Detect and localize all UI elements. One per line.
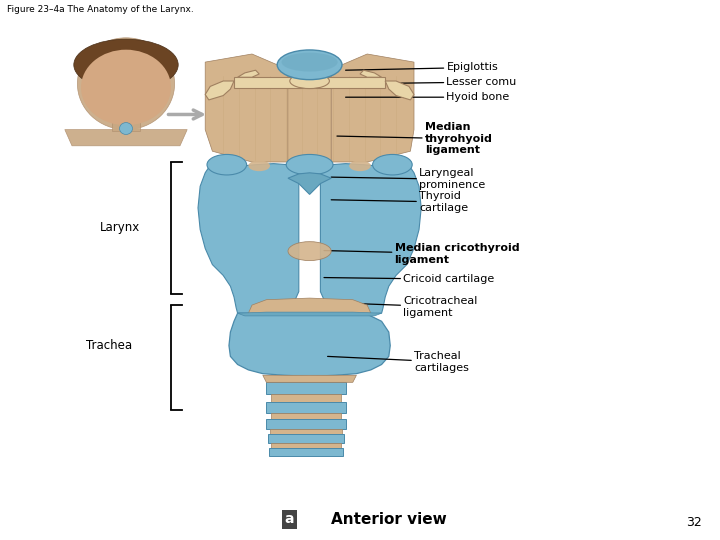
Polygon shape	[238, 70, 259, 77]
Polygon shape	[205, 54, 288, 162]
Ellipse shape	[73, 39, 179, 91]
Text: a: a	[284, 512, 294, 526]
Polygon shape	[263, 375, 356, 382]
Text: Median
thyrohyoid
ligament: Median thyrohyoid ligament	[337, 122, 492, 156]
Polygon shape	[360, 70, 382, 77]
Polygon shape	[270, 429, 342, 434]
Polygon shape	[266, 419, 346, 429]
Ellipse shape	[77, 38, 175, 130]
Text: Tracheal
cartilages: Tracheal cartilages	[328, 351, 469, 373]
Polygon shape	[234, 77, 385, 88]
Ellipse shape	[288, 241, 331, 260]
Polygon shape	[248, 298, 371, 313]
Polygon shape	[65, 130, 187, 146]
Polygon shape	[205, 81, 234, 100]
Text: Anterior view: Anterior view	[331, 512, 447, 527]
Polygon shape	[385, 81, 414, 100]
Ellipse shape	[349, 160, 371, 171]
Ellipse shape	[277, 50, 342, 80]
Polygon shape	[229, 313, 390, 376]
Polygon shape	[266, 382, 346, 394]
Polygon shape	[268, 434, 344, 443]
Ellipse shape	[287, 154, 333, 175]
Ellipse shape	[207, 154, 246, 175]
Text: Median cricothyroid
ligament: Median cricothyroid ligament	[324, 243, 519, 265]
Text: Thyroid
cartilage: Thyroid cartilage	[331, 191, 468, 213]
Polygon shape	[269, 448, 343, 456]
Polygon shape	[198, 162, 299, 314]
Polygon shape	[288, 173, 331, 194]
Text: 32: 32	[686, 516, 702, 529]
Text: Larynx: Larynx	[100, 221, 140, 234]
Ellipse shape	[81, 50, 171, 125]
Polygon shape	[266, 402, 346, 413]
Polygon shape	[331, 54, 414, 162]
Ellipse shape	[289, 73, 330, 89]
Polygon shape	[271, 443, 341, 448]
Polygon shape	[320, 162, 421, 314]
Polygon shape	[238, 312, 382, 316]
Ellipse shape	[282, 53, 338, 71]
Ellipse shape	[373, 154, 413, 175]
Text: Trachea: Trachea	[86, 339, 132, 352]
Polygon shape	[112, 113, 140, 131]
Text: Cricoid cartilage: Cricoid cartilage	[324, 274, 495, 284]
Text: Laryngeal
prominence: Laryngeal prominence	[331, 168, 485, 190]
Text: Epiglottis: Epiglottis	[346, 63, 498, 72]
Polygon shape	[271, 394, 341, 402]
Text: Lesser comu: Lesser comu	[360, 77, 517, 87]
Text: Hyoid bone: Hyoid bone	[346, 92, 510, 102]
Text: Figure 23–4a The Anatomy of the Larynx.: Figure 23–4a The Anatomy of the Larynx.	[7, 5, 194, 15]
Polygon shape	[288, 70, 331, 162]
Ellipse shape	[120, 123, 132, 134]
Text: Cricotracheal
ligament: Cricotracheal ligament	[324, 296, 477, 318]
Polygon shape	[271, 413, 341, 419]
Ellipse shape	[248, 160, 270, 171]
